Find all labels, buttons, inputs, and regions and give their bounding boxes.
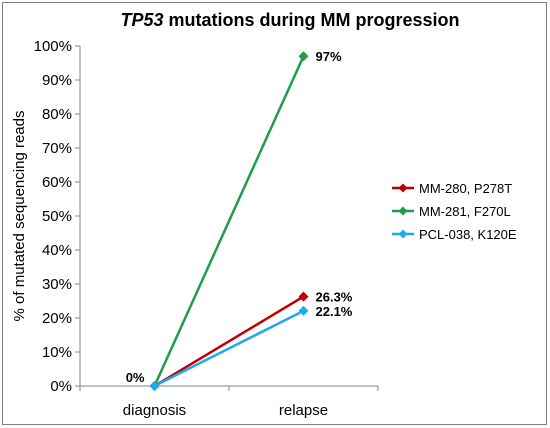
y-tick-label: 10% (42, 344, 72, 361)
y-tick-label: 100% (34, 38, 72, 55)
data-label: 26.3% (316, 290, 353, 305)
chart-frame (2, 2, 547, 425)
x-ticks: diagnosis relapse (79, 386, 379, 419)
y-tick-label: 20% (42, 310, 72, 327)
legend-label: MM-280, P278T (419, 181, 512, 196)
data-label: 22.1% (316, 304, 353, 319)
legend-label: MM-281, F270L (419, 204, 511, 219)
series-line (153, 295, 305, 388)
y-tick-label: 40% (42, 242, 72, 259)
y-axis-label: % of mutated sequencing reads (11, 111, 28, 322)
x-tick-label: diagnosis (123, 402, 186, 419)
legend: MM-280, P278T MM-281, F270L PCL-038, K120E (392, 181, 517, 242)
data-point-marker (298, 291, 309, 302)
chart-title-italic: TP53 (120, 10, 163, 30)
x-tick-label: relapse (279, 402, 328, 419)
chart-title-rest: mutations during MM progression (164, 10, 460, 30)
y-tick-label: 90% (42, 72, 72, 89)
data-point-marker (149, 381, 160, 391)
series-group: 26.3% 97% 0% 22.1% (126, 49, 353, 391)
legend-marker (398, 183, 408, 193)
data-label: 0% (126, 370, 145, 385)
axes (79, 46, 378, 387)
chart-title: TP53 mutations during MM progression (120, 10, 459, 30)
y-tick-label: 50% (42, 208, 72, 225)
y-ticks: 0% 10% 20% 30% 40% 50% 60% 70% 80% 90% 100% (34, 38, 80, 395)
y-tick-label: 60% (42, 174, 72, 191)
legend-marker (398, 206, 408, 216)
y-tick-label: 0% (50, 378, 72, 395)
legend-marker (398, 229, 408, 239)
y-tick-label: 70% (42, 140, 72, 157)
data-point-marker (298, 305, 309, 316)
y-tick-label: 30% (42, 276, 72, 293)
data-label: 97% (316, 49, 342, 64)
series-line (153, 55, 305, 387)
data-point-marker (298, 51, 309, 62)
series-line (153, 309, 305, 388)
legend-label: PCL-038, K120E (419, 227, 517, 242)
y-tick-label: 80% (42, 106, 72, 123)
